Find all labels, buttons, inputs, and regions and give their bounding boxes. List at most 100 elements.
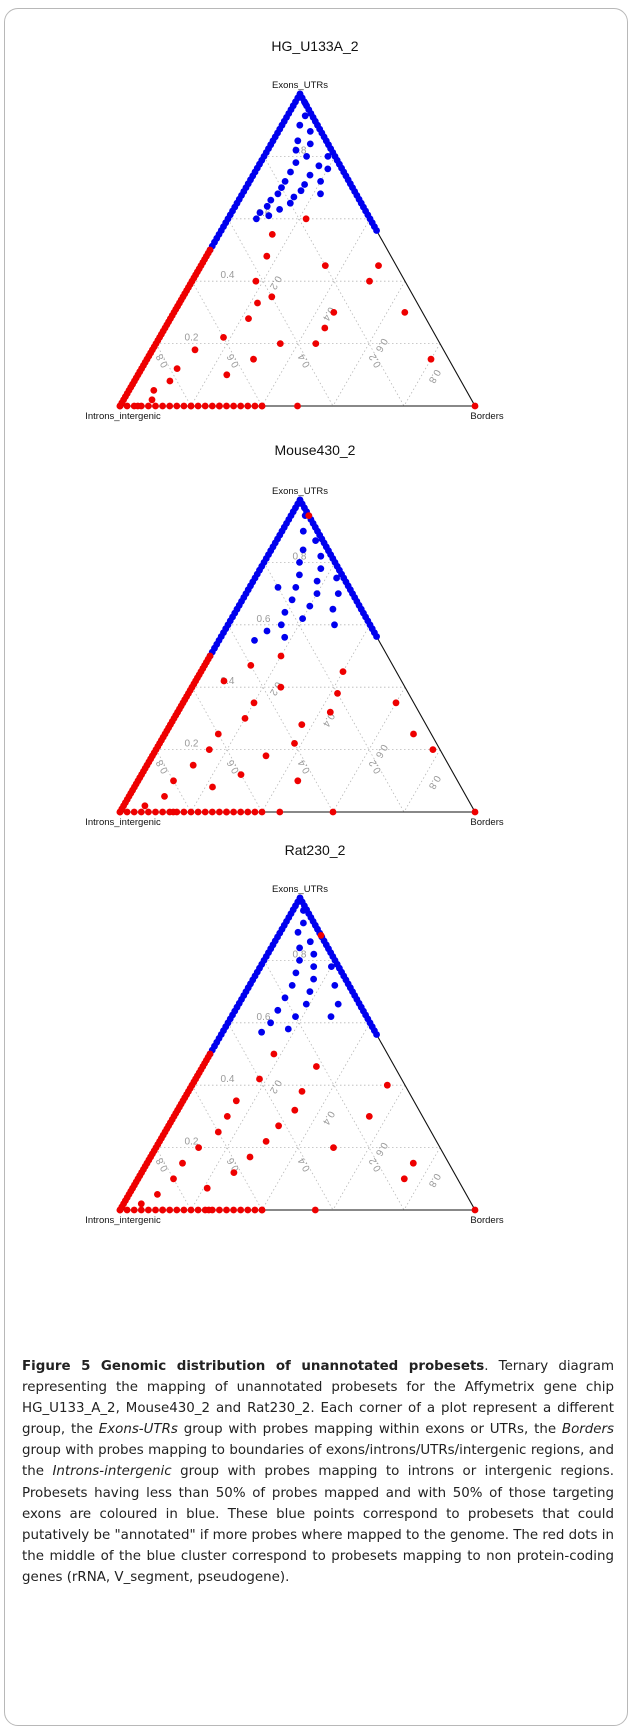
data-point: [297, 187, 305, 195]
data-point: [152, 402, 159, 410]
tick-label: 0.4: [221, 270, 235, 281]
data-point: [195, 1144, 202, 1151]
data-point: [410, 730, 417, 738]
data-point: [173, 365, 181, 372]
data-point: [206, 1050, 214, 1058]
data-point: [263, 202, 271, 210]
data-point: [310, 975, 317, 983]
data-point: [265, 212, 273, 220]
data-point: [281, 178, 289, 185]
data-point: [180, 402, 188, 410]
data-point: [328, 963, 335, 970]
data-point: [169, 808, 177, 816]
tick-label: 0.4: [221, 676, 235, 687]
data-point: [306, 140, 314, 148]
tick-label: 0.2: [185, 1137, 199, 1148]
data-point: [173, 1206, 181, 1214]
data-point: [284, 1025, 292, 1033]
tick-label: 0.8: [293, 949, 307, 960]
data-point: [161, 793, 168, 800]
data-point: [137, 1206, 145, 1214]
data-point: [324, 153, 332, 160]
data-point: [365, 1113, 373, 1120]
data-point: [281, 608, 289, 616]
data-point: [191, 346, 199, 354]
data-point: [301, 181, 308, 188]
corner-label-right: Borders: [470, 411, 504, 422]
data-point: [301, 100, 309, 107]
data-point: [281, 994, 289, 1002]
grid-lines: [155, 562, 441, 813]
grid-line: [227, 1022, 334, 1211]
data-point: [208, 402, 216, 410]
caption-italic-term: Introns-intergenic: [52, 1464, 172, 1480]
data-point: [123, 808, 131, 816]
chart-title: Mouse430_2: [274, 442, 356, 458]
data-point: [296, 957, 303, 964]
data-point: [152, 808, 159, 816]
data-point: [179, 1159, 186, 1167]
data-point: [274, 584, 282, 591]
data-point: [276, 808, 284, 816]
data-point: [166, 402, 174, 410]
data-point: [216, 808, 223, 816]
data-point: [214, 1128, 222, 1136]
grid-line: [403, 1147, 441, 1211]
data-point: [194, 1206, 202, 1214]
data-point: [263, 252, 271, 260]
caption-italic-term: Exons-UTRs: [98, 1422, 178, 1438]
data-point: [230, 402, 238, 410]
grid-line: [155, 343, 192, 407]
data-point: [134, 402, 142, 410]
data-point: [223, 1206, 230, 1214]
data-point: [330, 309, 338, 316]
tick-label: 0.2: [367, 757, 384, 775]
data-point: [305, 512, 313, 519]
data-point: [292, 146, 300, 154]
corner-label-left: Introns_intergenic: [85, 1215, 161, 1226]
data-point: [331, 621, 338, 629]
data-point: [334, 1000, 342, 1008]
data-point: [154, 1191, 161, 1198]
tick-label: 0.8: [154, 1155, 171, 1173]
series-red: [134, 215, 479, 410]
data-point: [173, 402, 181, 410]
tick-label: 0.4: [296, 757, 313, 775]
data-point: [296, 571, 303, 579]
tick-label: 0.8: [293, 145, 307, 156]
caption-text: group with probes mapping to introns or …: [22, 1464, 614, 1585]
corner-label-top: Exons_UTRs: [272, 486, 328, 497]
data-point: [290, 193, 298, 201]
data-point: [214, 730, 222, 738]
grid-lines: [155, 156, 441, 407]
data-point: [209, 783, 216, 791]
grid-line: [403, 749, 441, 813]
data-point: [267, 196, 275, 204]
grid-line: [403, 343, 441, 407]
data-point: [315, 162, 323, 170]
data-point: [321, 324, 329, 332]
data-point: [306, 602, 314, 610]
data-point: [294, 402, 301, 410]
data-point: [400, 1175, 408, 1183]
data-point: [334, 690, 341, 697]
data-point: [291, 1106, 299, 1114]
data-point: [313, 1063, 320, 1070]
edge-cluster: [116, 496, 380, 816]
data-point: [298, 1088, 306, 1095]
series-red: [141, 512, 479, 816]
data-point: [237, 1206, 245, 1214]
series-blue: [253, 100, 332, 223]
data-point: [253, 215, 260, 223]
data-point: [220, 334, 227, 341]
data-point: [291, 740, 298, 747]
data-point: [288, 596, 296, 604]
data-point: [300, 919, 307, 927]
data-point: [303, 153, 310, 160]
corner-label-left: Introns_intergenic: [85, 817, 161, 828]
data-point: [471, 808, 479, 816]
data-point: [237, 808, 245, 816]
data-point: [313, 590, 321, 597]
corner-label-right: Borders: [470, 817, 504, 828]
data-point: [250, 699, 258, 707]
